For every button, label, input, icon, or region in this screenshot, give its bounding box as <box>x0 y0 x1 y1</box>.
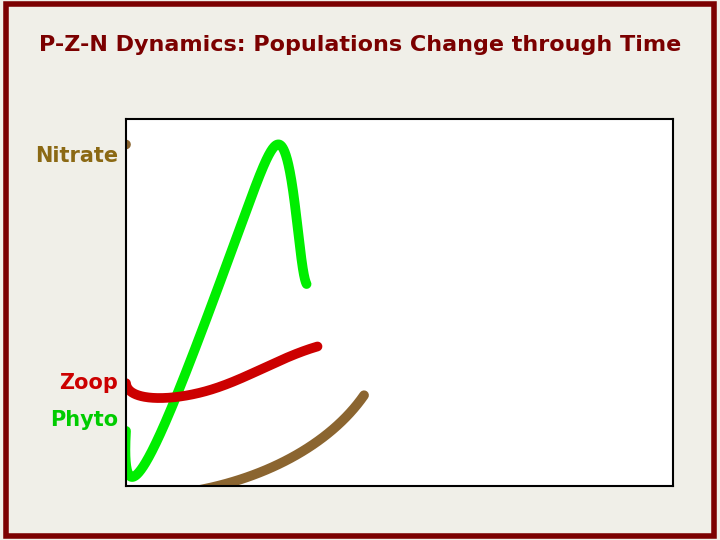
Text: Nitrate: Nitrate <box>35 145 118 166</box>
Text: Zoop: Zoop <box>59 373 118 393</box>
Text: P-Z-N Dynamics: Populations Change through Time: P-Z-N Dynamics: Populations Change throu… <box>39 35 681 55</box>
Text: Phyto: Phyto <box>50 410 118 430</box>
